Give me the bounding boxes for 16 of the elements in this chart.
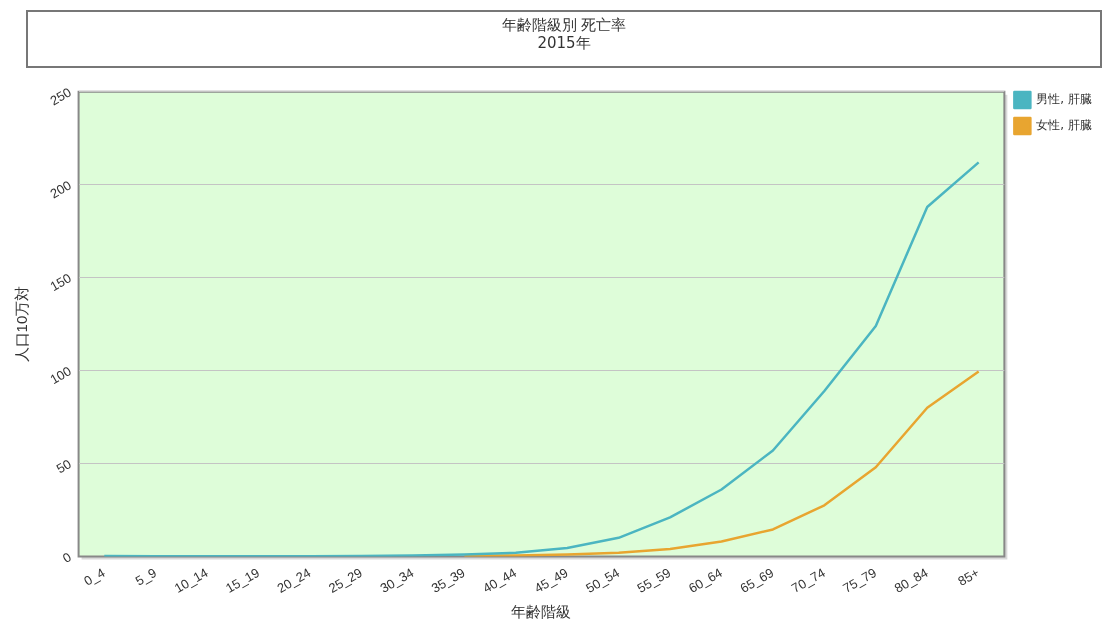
y-tick-label: 250 (47, 84, 74, 109)
chart-title: 年齢階級別 死亡率 (500, 16, 628, 34)
x-tick-label: 0_4 (81, 564, 108, 589)
legend-label: 男性, 肝臓 (1036, 92, 1093, 107)
y-axis-title: 人口10万対 (13, 285, 31, 363)
y-tick-label: 100 (47, 363, 74, 388)
y-tick-label: 150 (47, 270, 74, 295)
y-tick-label: 0 (60, 549, 74, 566)
legend-label: 女性, 肝臓 (1036, 118, 1093, 133)
y-tick-label: 50 (53, 456, 74, 477)
x-tick-label: 5_9 (132, 564, 160, 589)
x-tick-label: 85+ (955, 564, 982, 589)
y-tick-label: 200 (47, 177, 74, 202)
x-axis-title: 年齢階級 (511, 603, 572, 621)
chart-subtitle: 2015年 (536, 34, 592, 52)
x-tick-label: 45_49 (531, 564, 571, 596)
